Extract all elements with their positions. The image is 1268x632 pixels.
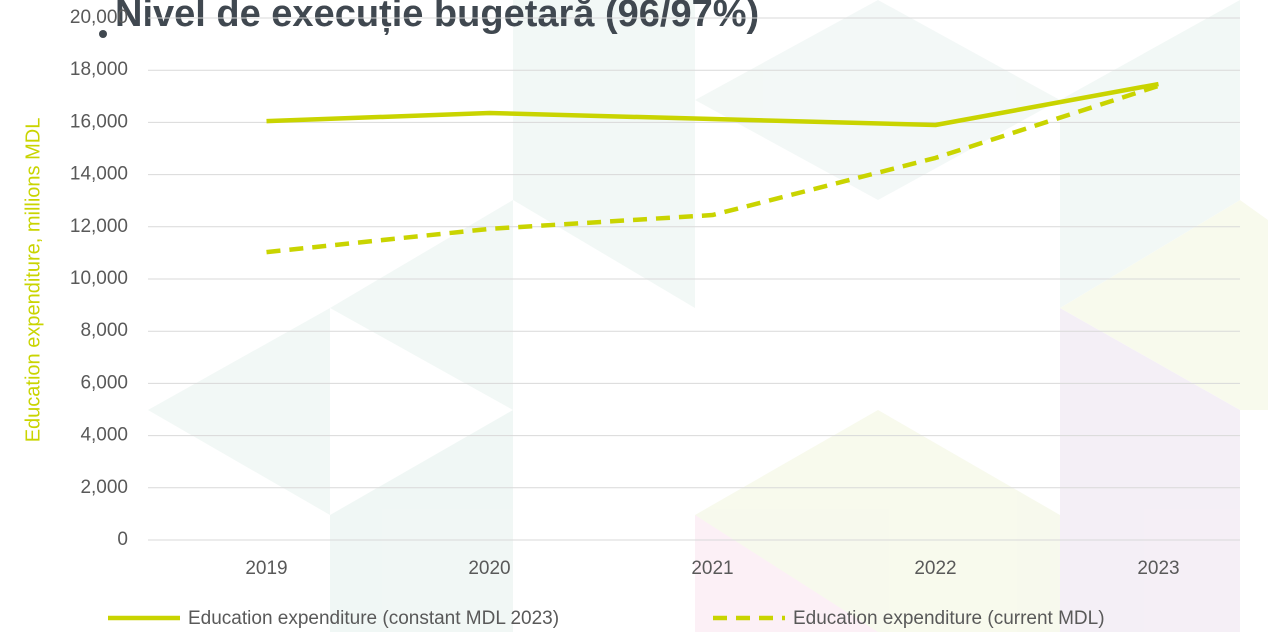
title-bullet [99, 30, 107, 38]
y-tick-label: 0 [117, 529, 128, 550]
y-tick-label: 6,000 [80, 372, 128, 393]
x-tick-label: 2023 [1137, 558, 1179, 579]
y-axis-label: Education expenditure, millions MDL [22, 118, 44, 443]
y-tick-label: 8,000 [80, 320, 128, 341]
data-line [266, 83, 1160, 255]
x-tick-label: 2019 [245, 558, 287, 579]
background-pattern [148, 0, 1268, 632]
y-tick-label: 10,000 [70, 268, 128, 289]
legend-label: Education expenditure (current MDL) [793, 608, 1105, 629]
y-tick-label: 4,000 [80, 425, 128, 446]
x-tick-label: 2020 [468, 558, 510, 579]
legend-label: Education expenditure (constant MDL 2023… [188, 608, 559, 629]
x-tick-label: 2022 [914, 558, 956, 579]
data-line [266, 81, 1159, 128]
x-tick-label: 2021 [691, 558, 733, 579]
y-tick-label: 14,000 [70, 164, 128, 185]
y-tick-label: 16,000 [70, 111, 128, 132]
y-tick-label: 18,000 [70, 59, 128, 80]
y-tick-label: 2,000 [80, 477, 128, 498]
y-tick-label: 12,000 [70, 216, 128, 237]
y-tick-label: 20,000 [70, 7, 128, 28]
